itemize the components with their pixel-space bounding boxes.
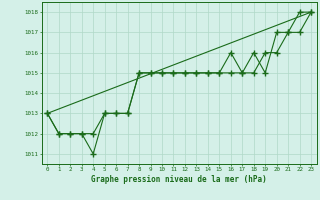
X-axis label: Graphe pression niveau de la mer (hPa): Graphe pression niveau de la mer (hPa)	[91, 175, 267, 184]
